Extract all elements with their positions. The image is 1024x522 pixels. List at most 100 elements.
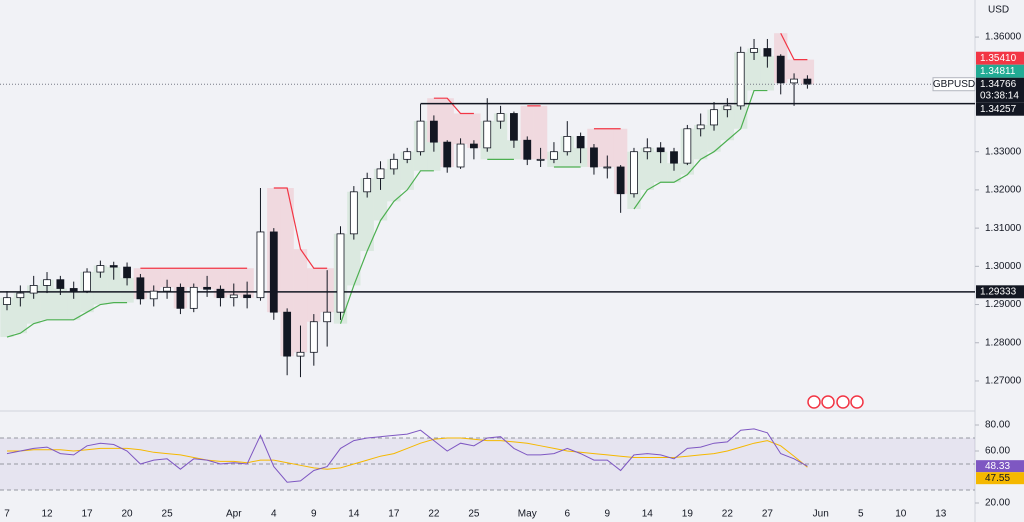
candle-body: [603, 166, 612, 169]
candle-body: [416, 120, 425, 153]
candle-body: [443, 141, 452, 168]
trend-fill: [0, 297, 14, 338]
candle-body: [469, 143, 478, 149]
candle-body: [483, 120, 492, 149]
candle-body: [83, 271, 91, 292]
event-icons: [807, 395, 864, 409]
event-icon[interactable]: [836, 395, 850, 409]
candle-body: [496, 113, 505, 122]
trend-fill: [293, 249, 308, 353]
candle-body: [803, 78, 812, 85]
price-badge-label: 1.34257: [980, 104, 1017, 115]
trend-fill: [373, 168, 388, 221]
x-tick-label: 9: [605, 509, 611, 520]
x-tick-label: 19: [682, 509, 694, 520]
trend-fill: [787, 59, 801, 80]
y-tick-label: 1.29000: [985, 299, 1022, 310]
candle-body: [109, 265, 118, 268]
trend-fill: [640, 147, 654, 190]
candle-body: [123, 266, 131, 279]
y-tick-label: 60.00: [985, 446, 1010, 457]
trend-fill: [40, 279, 54, 320]
candle-body: [16, 292, 25, 299]
price-badge-label: 1.29333: [980, 286, 1017, 297]
candle-body: [283, 311, 292, 357]
y-tick-label: 1.28000: [985, 337, 1022, 348]
x-tick-label: 22: [428, 509, 440, 520]
event-icon[interactable]: [850, 395, 864, 409]
x-tick-label: 17: [81, 509, 93, 520]
candle-body: [670, 151, 678, 164]
candle-body: [29, 285, 38, 294]
trend-fill: [67, 291, 81, 320]
candle-body: [176, 286, 185, 309]
trend-fill: [360, 178, 374, 252]
candle-body: [389, 158, 398, 170]
x-tick-label: 5: [858, 509, 864, 520]
candle-body: [510, 113, 518, 141]
x-tick-label: 13: [935, 509, 947, 520]
x-tick-label: 4: [271, 509, 277, 520]
trend-fill: [600, 128, 614, 167]
candle-body: [696, 124, 705, 130]
rsi-badge-label: 47.55: [985, 473, 1010, 484]
trend-fill: [187, 268, 201, 288]
candle-body: [3, 297, 11, 305]
candle-body: [616, 166, 625, 195]
candle-body: [643, 147, 652, 153]
x-tick-label: May: [518, 509, 537, 520]
event-icon[interactable]: [821, 395, 835, 409]
candle-body: [523, 139, 532, 160]
trend-fill: [720, 105, 735, 141]
y-tick-label: 80.00: [985, 420, 1010, 431]
y-tick-label: 1.27000: [985, 376, 1022, 387]
trend-fill: [667, 163, 681, 183]
trend-fill: [427, 142, 441, 171]
supertrend-up: [633, 89, 768, 210]
y-tick-label: 1.30000: [985, 261, 1022, 272]
candle-body: [96, 265, 105, 273]
price-badge-label: 1.34766: [980, 79, 1017, 90]
price-badge-label: 1.35410: [980, 53, 1017, 64]
trend-fill: [307, 268, 321, 322]
candle-body: [536, 158, 545, 161]
x-tick-label: 14: [642, 509, 654, 520]
candle-body: [216, 288, 225, 299]
currency: USD: [988, 5, 1009, 16]
supertrend-down: [433, 97, 474, 115]
candle-body: [136, 277, 145, 300]
trend-fill: [107, 267, 121, 303]
trend-fill: [53, 288, 68, 320]
trend-fill: [800, 59, 815, 85]
trend-fill: [467, 113, 481, 148]
candle-body: [790, 78, 798, 84]
trend-fill: [493, 113, 508, 160]
candle-body: [750, 48, 758, 53]
supertrend-up: [6, 302, 128, 338]
trend-fill: [13, 293, 28, 334]
trend-fill: [453, 113, 468, 145]
event-icon[interactable]: [807, 395, 821, 409]
rsi-badge: [976, 472, 1024, 485]
x-tick-label: 14: [348, 509, 360, 520]
price-badge: [976, 285, 1024, 299]
trend-fill: [227, 268, 241, 295]
candle-body: [376, 168, 385, 179]
candle-body: [69, 288, 78, 292]
candle-body: [576, 136, 585, 149]
supertrend-down: [780, 32, 808, 61]
candle-body: [149, 290, 158, 300]
x-tick-label: 7: [4, 509, 10, 520]
candle-body: [163, 286, 171, 292]
candle-body: [429, 120, 438, 143]
x-tick-label: 6: [564, 509, 570, 520]
x-tick-label: 9: [311, 509, 317, 520]
x-tick-label: 10: [895, 509, 907, 520]
y-tick-label: 1.31000: [985, 223, 1022, 234]
candle-body: [309, 321, 318, 353]
price-badge-label: 1.34811: [980, 66, 1016, 77]
x-tick-label: 20: [121, 509, 133, 520]
candle-body: [550, 151, 558, 160]
